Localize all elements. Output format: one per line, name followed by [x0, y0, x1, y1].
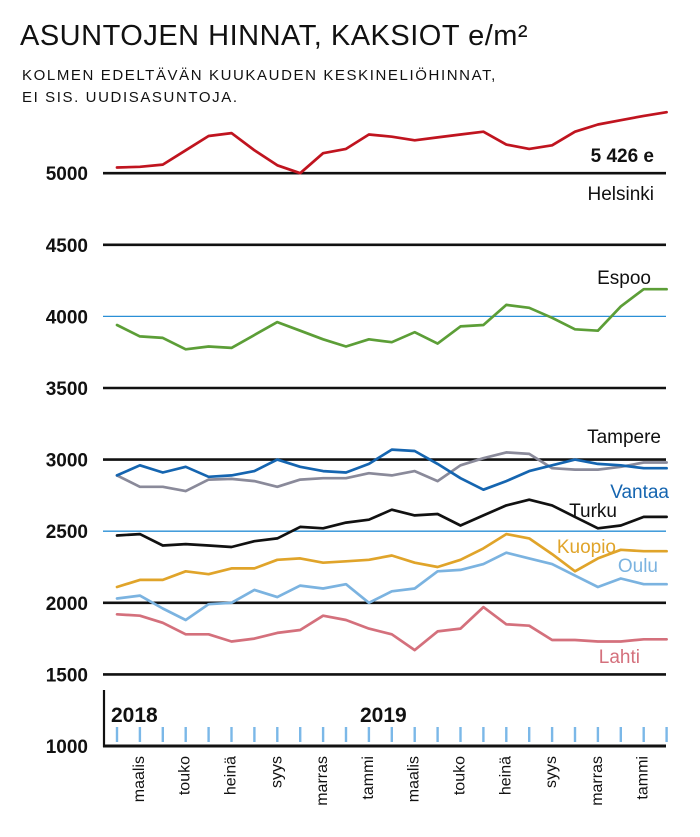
ytick-label: 2500	[46, 522, 88, 543]
ytick-label: 5000	[46, 164, 88, 185]
series-label-lahti: Lahti	[599, 647, 640, 668]
ytick-label: 1500	[46, 665, 88, 686]
year-label: 2018	[111, 704, 158, 727]
x-tick-label: maalis	[406, 756, 423, 802]
grid: 1000 1500 2000 2500 3000 3500 4000 4500 5000	[46, 164, 666, 758]
ytick-label: 2000	[46, 594, 88, 615]
series-lines	[115, 110, 668, 652]
year-label: 2019	[360, 704, 407, 727]
x-tick-label: touko	[177, 756, 194, 795]
x-tick-label: heinä	[223, 756, 240, 795]
ytick-label: 1000	[46, 737, 88, 758]
ytick-label: 4500	[46, 236, 88, 257]
series-line-vantaa	[115, 448, 668, 492]
x-tick-label: tammi	[635, 756, 652, 800]
chart-subtitle-line-2: EI SIS. UUDISASUNTOJA.	[22, 89, 239, 106]
x-tick-label: marras	[589, 756, 606, 806]
series-line-espoo	[115, 287, 668, 351]
series-label-vantaa: Vantaa	[610, 482, 669, 503]
ytick-label: 4000	[46, 307, 88, 328]
x-tick-label: maalis	[131, 756, 148, 802]
series-label-helsinki: Helsinki	[587, 184, 654, 205]
series-annotation-helsinki: 5 426 e	[591, 146, 654, 167]
series-line-helsinki	[115, 110, 668, 175]
ytick-label: 3000	[46, 451, 88, 472]
x-axis: maalis touko heinä syys marras tammi maalis tou…	[102, 690, 668, 806]
x-tick-label: tammi	[360, 756, 377, 800]
chart-subtitle-line-1: KOLMEN EDELTÄVÄN KUUKAUDEN KESKINELIÖHIN…	[22, 66, 497, 84]
x-tick-label: syys	[543, 756, 560, 788]
x-tick-label: heinä	[497, 756, 514, 795]
x-tick-label: touko	[452, 756, 469, 795]
series-label-turku: Turku	[569, 501, 617, 522]
series-line-lahti	[115, 605, 668, 652]
series-label-kuopio: Kuopio	[557, 537, 616, 558]
series-label-espoo: Espoo	[597, 268, 651, 289]
series-label-oulu: Oulu	[618, 556, 658, 577]
series-line-turku	[115, 498, 668, 549]
series-line-oulu	[115, 551, 668, 622]
series-line-kuopio	[115, 532, 668, 589]
x-tick-label: syys	[268, 756, 285, 788]
x-tick-label: marras	[314, 756, 331, 806]
ytick-label: 3500	[46, 379, 88, 400]
series-line-tampere	[115, 451, 668, 493]
series-label-tampere: Tampere	[587, 427, 661, 448]
chart-title: ASUNTOJEN HINNAT, KAKSIOT e/m²	[20, 20, 528, 52]
